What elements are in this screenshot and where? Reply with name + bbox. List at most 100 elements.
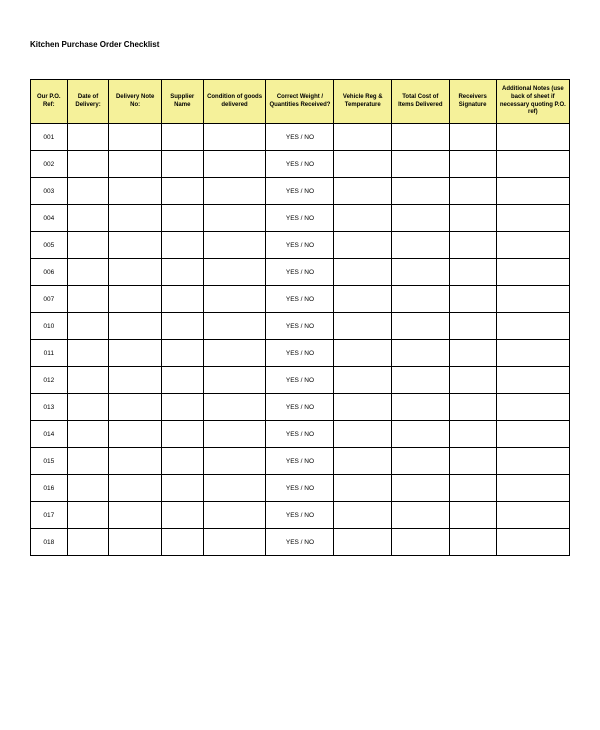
cell-po-ref: 001 [31, 124, 68, 151]
po-checklist-table: Our P.O. Ref: Date of Delivery: Delivery… [30, 79, 570, 556]
cell-notes [496, 151, 569, 178]
table-row: 005YES / NO [31, 232, 570, 259]
cell-notes [496, 529, 569, 556]
cell-po-ref: 015 [31, 448, 68, 475]
cell-signature [449, 340, 496, 367]
cell-signature [449, 151, 496, 178]
table-row: 002YES / NO [31, 151, 570, 178]
cell-notes [496, 421, 569, 448]
cell-weight-qty: YES / NO [266, 394, 334, 421]
cell-condition [203, 178, 266, 205]
cell-vehicle [334, 448, 392, 475]
cell-delivery-note [109, 475, 161, 502]
cell-total-cost [392, 232, 450, 259]
cell-condition [203, 151, 266, 178]
cell-delivery-note [109, 448, 161, 475]
cell-signature [449, 259, 496, 286]
cell-total-cost [392, 394, 450, 421]
col-condition: Condition of goods delivered [203, 80, 266, 124]
col-supplier: Supplier Name [161, 80, 203, 124]
cell-date-delivery [67, 286, 109, 313]
cell-date-delivery [67, 421, 109, 448]
cell-condition [203, 124, 266, 151]
cell-signature [449, 232, 496, 259]
cell-delivery-note [109, 313, 161, 340]
cell-signature [449, 313, 496, 340]
cell-weight-qty: YES / NO [266, 286, 334, 313]
cell-vehicle [334, 529, 392, 556]
cell-signature [449, 421, 496, 448]
cell-vehicle [334, 178, 392, 205]
cell-signature [449, 529, 496, 556]
table-header-row: Our P.O. Ref: Date of Delivery: Delivery… [31, 80, 570, 124]
cell-weight-qty: YES / NO [266, 124, 334, 151]
cell-supplier [161, 286, 203, 313]
table-body: 001YES / NO002YES / NO003YES / NO004YES … [31, 124, 570, 556]
cell-date-delivery [67, 313, 109, 340]
cell-supplier [161, 313, 203, 340]
cell-po-ref: 006 [31, 259, 68, 286]
cell-total-cost [392, 205, 450, 232]
cell-vehicle [334, 286, 392, 313]
cell-total-cost [392, 178, 450, 205]
cell-vehicle [334, 205, 392, 232]
cell-weight-qty: YES / NO [266, 421, 334, 448]
cell-weight-qty: YES / NO [266, 502, 334, 529]
cell-supplier [161, 394, 203, 421]
cell-weight-qty: YES / NO [266, 259, 334, 286]
col-po-ref: Our P.O. Ref: [31, 80, 68, 124]
cell-condition [203, 232, 266, 259]
cell-supplier [161, 340, 203, 367]
cell-signature [449, 502, 496, 529]
cell-condition [203, 394, 266, 421]
cell-delivery-note [109, 259, 161, 286]
cell-delivery-note [109, 178, 161, 205]
cell-vehicle [334, 151, 392, 178]
cell-date-delivery [67, 178, 109, 205]
cell-date-delivery [67, 475, 109, 502]
cell-notes [496, 205, 569, 232]
col-total-cost: Total Cost of Items Delivered [392, 80, 450, 124]
cell-po-ref: 002 [31, 151, 68, 178]
table-row: 016YES / NO [31, 475, 570, 502]
cell-delivery-note [109, 232, 161, 259]
cell-delivery-note [109, 151, 161, 178]
cell-date-delivery [67, 259, 109, 286]
cell-po-ref: 004 [31, 205, 68, 232]
cell-weight-qty: YES / NO [266, 178, 334, 205]
col-vehicle: Vehicle Reg & Temperature [334, 80, 392, 124]
table-row: 011YES / NO [31, 340, 570, 367]
cell-supplier [161, 151, 203, 178]
cell-supplier [161, 259, 203, 286]
cell-po-ref: 016 [31, 475, 68, 502]
cell-vehicle [334, 475, 392, 502]
cell-date-delivery [67, 448, 109, 475]
cell-supplier [161, 421, 203, 448]
table-row: 001 YES / NO [31, 124, 570, 151]
cell-supplier [161, 448, 203, 475]
cell-po-ref: 014 [31, 421, 68, 448]
cell-vehicle [334, 394, 392, 421]
cell-vehicle [334, 232, 392, 259]
cell-vehicle [334, 502, 392, 529]
cell-total-cost [392, 421, 450, 448]
cell-po-ref: 013 [31, 394, 68, 421]
col-delivery-note: Delivery Note No: [109, 80, 161, 124]
cell-notes [496, 394, 569, 421]
cell-delivery-note [109, 340, 161, 367]
cell-notes [496, 124, 569, 151]
table-row: 012YES / NO [31, 367, 570, 394]
cell-date-delivery [67, 529, 109, 556]
table-row: 004YES / NO [31, 205, 570, 232]
cell-total-cost [392, 367, 450, 394]
document-page: Kitchen Purchase Order Checklist Our P.O… [0, 0, 600, 586]
cell-supplier [161, 205, 203, 232]
cell-signature [449, 394, 496, 421]
cell-date-delivery [67, 151, 109, 178]
cell-total-cost [392, 259, 450, 286]
cell-vehicle [334, 421, 392, 448]
cell-date-delivery [67, 205, 109, 232]
cell-delivery-note [109, 367, 161, 394]
cell-condition [203, 529, 266, 556]
cell-signature [449, 475, 496, 502]
